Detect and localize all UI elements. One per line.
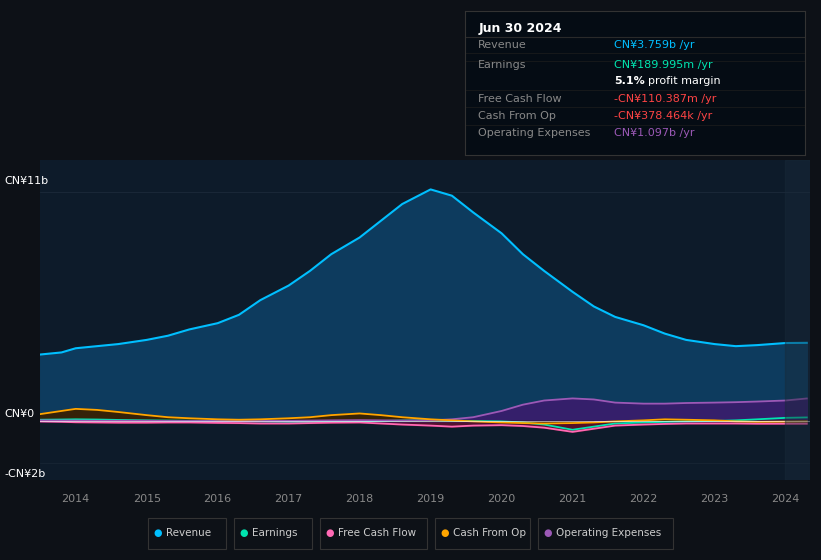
Text: 2019: 2019 bbox=[416, 494, 445, 504]
Text: 2024: 2024 bbox=[771, 494, 800, 504]
Text: 2021: 2021 bbox=[558, 494, 587, 504]
Text: Cash From Op: Cash From Op bbox=[453, 528, 526, 538]
Text: ●: ● bbox=[154, 528, 162, 538]
Text: Operating Expenses: Operating Expenses bbox=[479, 128, 590, 138]
Text: ●: ● bbox=[240, 528, 248, 538]
Text: 2018: 2018 bbox=[346, 494, 374, 504]
Text: 2022: 2022 bbox=[630, 494, 658, 504]
Text: CN¥11b: CN¥11b bbox=[4, 176, 48, 186]
Text: ●: ● bbox=[544, 528, 552, 538]
Text: -CN¥378.464k /yr: -CN¥378.464k /yr bbox=[614, 111, 713, 121]
Text: Jun 30 2024: Jun 30 2024 bbox=[479, 22, 562, 35]
Text: CN¥3.759b /yr: CN¥3.759b /yr bbox=[614, 40, 695, 49]
Text: Revenue: Revenue bbox=[166, 528, 211, 538]
Text: CN¥0: CN¥0 bbox=[4, 409, 34, 419]
Text: Revenue: Revenue bbox=[479, 40, 527, 49]
Bar bbox=[786, 160, 810, 480]
Text: CN¥1.097b /yr: CN¥1.097b /yr bbox=[614, 128, 695, 138]
Text: Operating Expenses: Operating Expenses bbox=[556, 528, 661, 538]
Text: Free Cash Flow: Free Cash Flow bbox=[338, 528, 416, 538]
Text: 2017: 2017 bbox=[274, 494, 303, 504]
Text: Free Cash Flow: Free Cash Flow bbox=[479, 94, 562, 104]
Text: 2023: 2023 bbox=[700, 494, 728, 504]
Text: profit margin: profit margin bbox=[649, 76, 721, 86]
Text: Earnings: Earnings bbox=[479, 60, 527, 71]
Text: 2015: 2015 bbox=[133, 494, 161, 504]
Text: ●: ● bbox=[326, 528, 334, 538]
Text: -CN¥110.387m /yr: -CN¥110.387m /yr bbox=[614, 94, 717, 104]
Text: -CN¥2b: -CN¥2b bbox=[4, 469, 45, 479]
Text: ●: ● bbox=[441, 528, 449, 538]
Text: 2020: 2020 bbox=[488, 494, 516, 504]
Text: Cash From Op: Cash From Op bbox=[479, 111, 556, 121]
Text: 2014: 2014 bbox=[62, 494, 89, 504]
Text: 2016: 2016 bbox=[204, 494, 232, 504]
Text: 5.1%: 5.1% bbox=[614, 76, 645, 86]
Text: CN¥189.995m /yr: CN¥189.995m /yr bbox=[614, 60, 713, 71]
Text: Earnings: Earnings bbox=[252, 528, 297, 538]
